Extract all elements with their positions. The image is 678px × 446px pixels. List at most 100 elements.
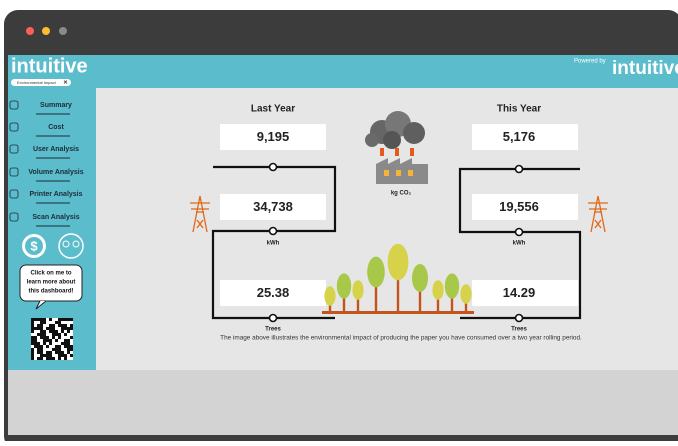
qr-cell [49,357,52,360]
qr-cell [43,333,46,336]
qr-cell [31,327,34,330]
qr-cell [61,342,64,345]
qr-cell [43,339,46,342]
minimize-dot[interactable] [42,27,50,35]
wire-node [270,228,277,235]
qr-cell [46,354,49,357]
close-dot[interactable] [26,27,34,35]
qr-cell [37,318,40,321]
qr-cell [49,324,52,327]
screen: intuitive Environmental Impact Powered b… [0,0,678,441]
nav-item[interactable]: Printer Analysis [29,191,82,198]
qr-cell [37,333,40,336]
qr-cell [64,318,67,321]
qr-cell [31,357,34,360]
qr-cell [43,354,46,357]
qr-cell [61,324,64,327]
qr-cell [61,318,64,321]
qr-cell [67,318,70,321]
qr-cell [58,357,61,360]
kwh-value: 19,556 [499,199,539,214]
qr-cell [40,324,43,327]
qr-cell [43,321,46,324]
qr-cell [58,354,61,357]
kwh-unit: kWh [513,241,526,247]
qr-cell [43,330,46,333]
qr-cell [31,348,34,351]
qr-cell [31,351,34,354]
qr-code [31,318,73,360]
trees-unit: Trees [265,327,281,333]
wire-node [516,315,523,322]
qr-cell [43,336,46,339]
qr-cell [40,321,43,324]
tree-crown [352,280,363,300]
qr-cell [31,324,34,327]
qr-cell [58,336,61,339]
maximize-dot[interactable] [59,27,67,35]
qr-cell [67,327,70,330]
kwh-value: 34,738 [253,199,293,214]
qr-cell [40,354,43,357]
footnote: The image above illustrates the environm… [220,335,582,342]
qr-cell [55,345,58,348]
qr-cell [55,348,58,351]
lower-area [8,370,678,435]
qr-cell [34,339,37,342]
tree-crown [337,273,351,298]
nav-item[interactable]: User Analysis [33,146,79,153]
qr-cell [37,351,40,354]
qr-cell [49,318,52,321]
qr-cell [52,336,55,339]
qr-cell [40,351,43,354]
qr-cell [40,318,43,321]
trees-value: 14.29 [503,285,536,300]
qr-cell [34,342,37,345]
wire-node [516,229,523,236]
logo: intuitive [11,55,88,77]
qr-cell [40,348,43,351]
qr-cell [58,345,61,348]
wire-node [270,164,277,171]
qr-cell [49,339,52,342]
qr-cell [70,354,73,357]
qr-cell [49,342,52,345]
qr-cell [52,327,55,330]
nav-item[interactable]: Summary [40,102,72,109]
brand: intuitive [612,58,678,79]
nav-item[interactable]: Cost [48,124,64,131]
qr-cell [37,324,40,327]
qr-cell [70,336,73,339]
qr-cell [52,330,55,333]
qr-cell [55,339,58,342]
qr-cell [31,336,34,339]
tree-crown [460,284,471,304]
qr-cell [64,342,67,345]
qr-cell [67,339,70,342]
tree-crown [432,280,443,300]
qr-cell [31,321,34,324]
qr-cell [67,345,70,348]
nav-item[interactable]: Volume Analysis [28,169,83,176]
qr-cell [40,357,43,360]
qr-cell [64,357,67,360]
qr-cell [64,339,67,342]
qr-cell [61,327,64,330]
qr-cell [64,354,67,357]
qr-cell [61,330,64,333]
co2-unit: kg CO₂ [391,191,412,197]
qr-cell [64,333,67,336]
tag-text: Environmental Impact [17,80,57,85]
tree-crown [367,257,385,288]
nav-item[interactable]: Scan Analysis [32,214,79,221]
qr-cell [49,354,52,357]
powered-by: Powered by [574,59,606,65]
qr-cell [58,348,61,351]
qr-cell [31,318,34,321]
qr-cell [46,357,49,360]
qr-cell [70,348,73,351]
qr-cell [64,345,67,348]
qr-cell [31,339,34,342]
qr-cell [37,342,40,345]
wire-node [270,315,277,322]
